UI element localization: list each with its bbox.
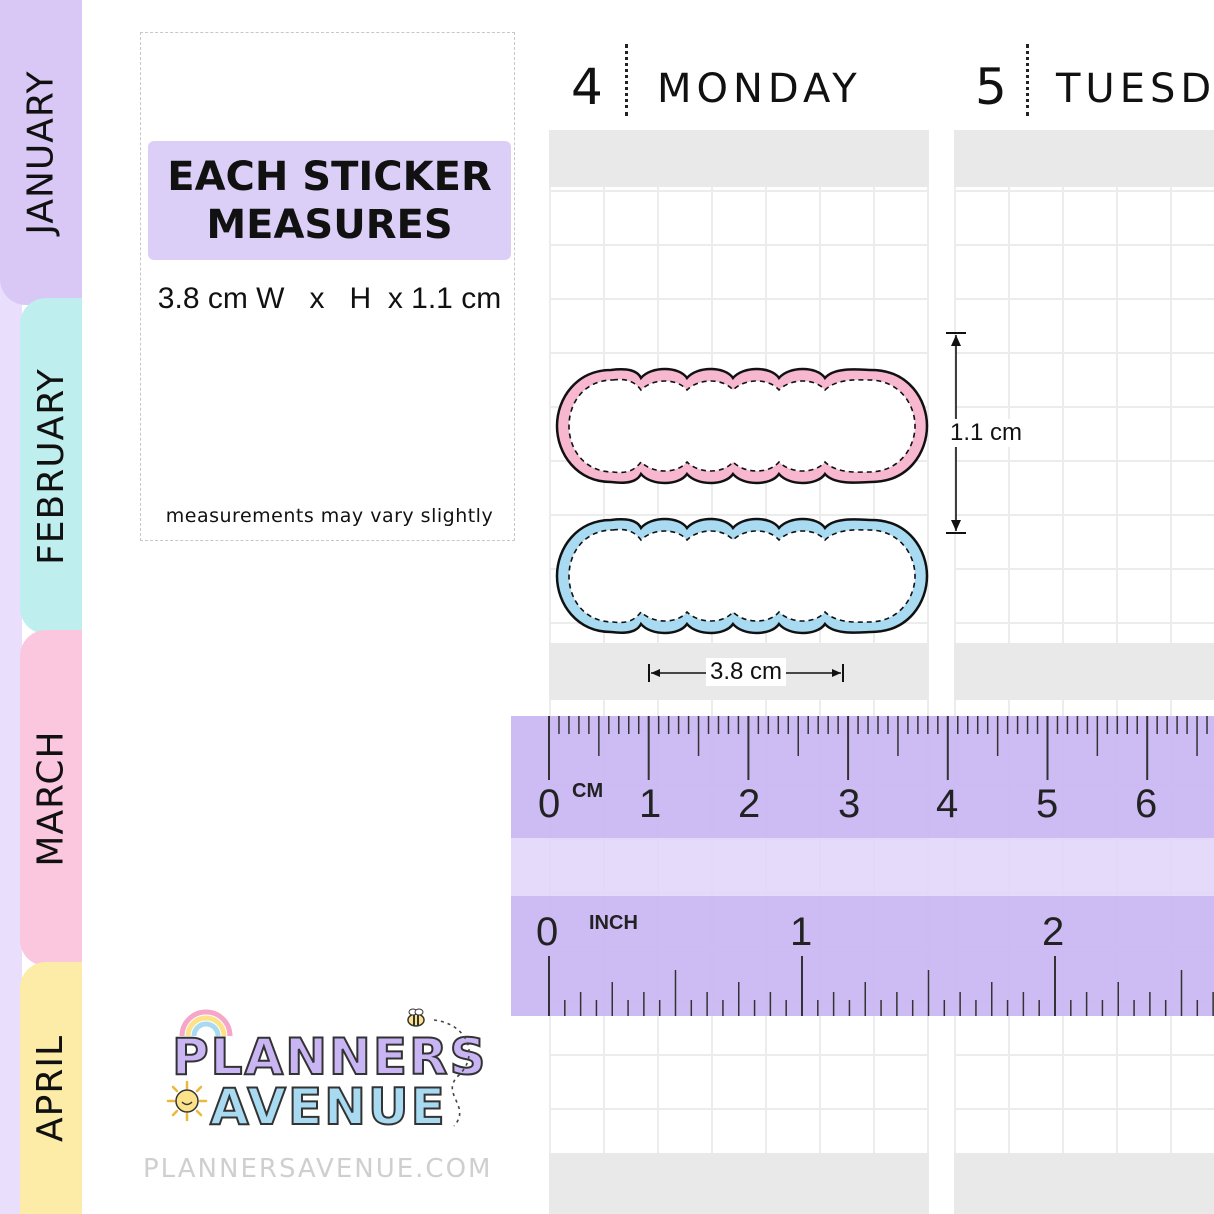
tab-february[interactable]: FEBRUARY: [20, 298, 82, 634]
column-band-tuesday-bottom: [954, 1153, 1214, 1214]
day-separator-monday: [625, 44, 628, 116]
ruler-inch-number: 2: [1042, 910, 1065, 954]
info-heading-line1: EACH STICKER: [167, 153, 492, 200]
tab-march[interactable]: MARCH: [20, 630, 82, 966]
ruler-inch-band: [511, 896, 1214, 1016]
info-heading: EACH STICKER MEASURES: [148, 141, 511, 260]
footer-url: PLANNERSAVENUE.COM: [143, 1154, 493, 1184]
column-band-tuesday-top: [954, 130, 1214, 187]
ruler-cm-number: 0: [538, 782, 561, 826]
info-note: measurements may vary slightly: [165, 505, 494, 527]
info-heading-line2: MEASURES: [206, 201, 453, 248]
ruler-cm-number: 4: [936, 782, 959, 826]
bee-icon: [407, 1008, 425, 1027]
day-separator-tuesday: [1026, 44, 1029, 116]
column-band-monday-top: [549, 130, 929, 187]
sun-icon: [166, 1080, 208, 1122]
width-label: 3.8 cm: [706, 658, 787, 686]
ruler-cm-number: 2: [738, 782, 761, 826]
ruler-cm-number: 5: [1036, 782, 1059, 826]
logo-line2: AVENUE: [209, 1077, 447, 1137]
ruler-cm-number: 6: [1135, 782, 1158, 826]
info-dimensions: 3.8 cm W x H x 1.1 cm: [157, 282, 502, 315]
ruler-middle-band: [511, 838, 1214, 896]
ruler-inch-unit: INCH: [589, 912, 638, 934]
day-name-tuesday: TUESDAY: [1056, 66, 1214, 112]
height-label: 1.1 cm: [946, 419, 1027, 447]
ruler-inch-number: 0: [536, 910, 559, 954]
ruler-cm-number: 3: [838, 782, 861, 826]
tab-label-march: MARCH: [30, 729, 72, 867]
tab-april[interactable]: APRIL: [20, 962, 82, 1214]
day-number-tuesday: 5: [975, 58, 1007, 116]
day-number-monday: 4: [571, 58, 603, 116]
logo-line1: PLANNERS: [171, 1027, 488, 1087]
tab-label-april: APRIL: [30, 1034, 72, 1142]
sticker-pink: [555, 367, 929, 485]
day-name-monday: MONDAY: [657, 66, 862, 112]
column-band-tuesday-mid: [954, 643, 1214, 700]
rainbow-icon: [179, 1009, 233, 1037]
ruler: 0 CM 1 2 3 4 5 6 0 INCH 1 2: [511, 716, 1214, 1016]
info-box: [140, 32, 515, 541]
sticker-blue: [555, 517, 929, 635]
ruler-inch-number: 1: [790, 910, 813, 954]
ruler-cm-unit: CM: [572, 780, 604, 802]
tab-january[interactable]: JANUARY: [0, 0, 82, 305]
ruler-ticks: [548, 716, 1214, 1016]
column-band-monday-bottom: [549, 1153, 929, 1214]
dotted-swirl-icon: [433, 1019, 470, 1127]
ruler-cm-number: 1: [639, 782, 662, 826]
tab-label-january: JANUARY: [20, 70, 62, 235]
tab-label-february: FEBRUARY: [30, 367, 72, 565]
